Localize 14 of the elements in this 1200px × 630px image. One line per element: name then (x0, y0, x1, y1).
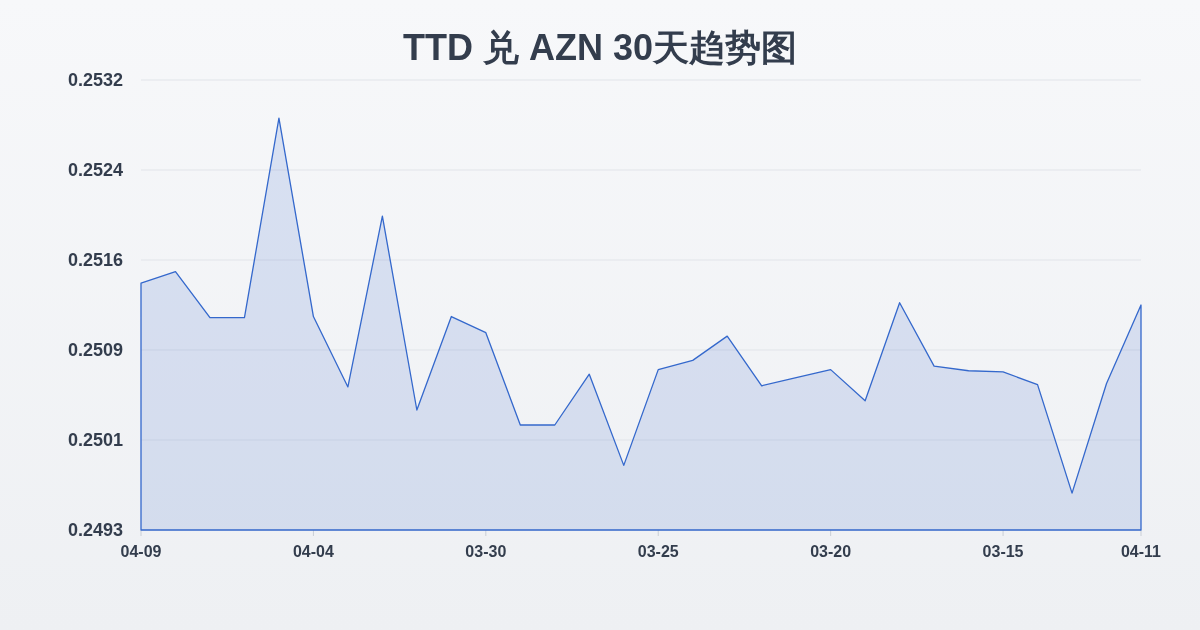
y-tick-label: 0.2532 (67, 70, 123, 90)
x-tick-label: 03-30 (465, 543, 507, 560)
x-tick-label: 03-15 (982, 543, 1024, 560)
title: TTD 兑 AZN 30天趋势图 (403, 27, 797, 68)
x-tick-label: 04-04 (292, 543, 334, 560)
x-tick-label: 03-20 (810, 543, 852, 560)
y-tick-label: 0.2509 (67, 340, 123, 360)
y-tick-label: 0.2493 (67, 520, 123, 540)
x-tick-label: 04-11 (1120, 543, 1162, 560)
y-tick-label: 0.2524 (67, 160, 123, 180)
y-tick-label: 0.2516 (67, 250, 123, 270)
x-tick-label: 04-09 (120, 543, 162, 560)
x-tick-label: 03-25 (637, 543, 679, 560)
y-tick-label: 0.2501 (67, 430, 123, 450)
